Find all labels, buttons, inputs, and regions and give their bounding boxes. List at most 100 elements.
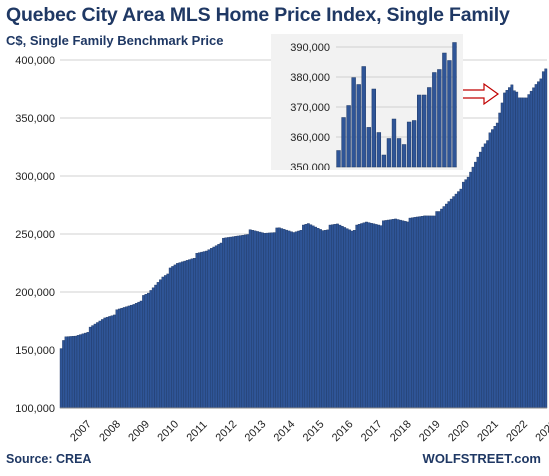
- main-bar: [394, 218, 397, 409]
- main-bar: [207, 249, 211, 409]
- inset-bar: [406, 121, 412, 168]
- inset-bar: [346, 105, 351, 168]
- main-x-tick-label: 2016: [330, 418, 356, 444]
- main-bar: [367, 222, 371, 409]
- main-bar: [171, 266, 175, 409]
- main-bar: [464, 179, 468, 409]
- main-bar: [84, 332, 87, 409]
- main-bar: [142, 295, 146, 409]
- main-bar: [517, 97, 521, 409]
- inset-y-tick-label: 360,000: [290, 132, 330, 144]
- main-bar: [226, 237, 230, 409]
- main-bar: [396, 219, 400, 409]
- inset-bar: [437, 69, 442, 168]
- inset-y-tick-label: 350,000: [290, 162, 330, 170]
- inset-bars: [336, 42, 457, 168]
- main-bar: [331, 224, 334, 409]
- main-x-tick-label: 2011: [184, 419, 209, 444]
- main-bar: [168, 267, 172, 409]
- main-bar: [64, 336, 68, 409]
- main-x-tick-label: 2008: [97, 418, 123, 444]
- main-bar: [474, 161, 477, 409]
- main-bar: [377, 224, 381, 409]
- main-bar: [524, 97, 528, 409]
- main-bar: [323, 230, 327, 409]
- main-bar: [273, 232, 276, 409]
- main-bar: [326, 229, 330, 409]
- main-bar: [147, 292, 150, 409]
- main-y-tick-label: 250,000: [15, 229, 55, 241]
- main-x-tick-label: 2014: [272, 418, 298, 444]
- inset-bar: [411, 120, 417, 168]
- main-bar: [445, 203, 448, 409]
- main-bar: [430, 215, 434, 409]
- main-bar: [159, 279, 162, 409]
- main-x-tick-label: 2009: [126, 418, 152, 444]
- main-bar: [246, 234, 250, 409]
- inset-gridlines: [336, 46, 457, 168]
- main-y-axis-labels: 100,000 150,000 200,000 250,000 300,000 350,0…: [15, 55, 55, 415]
- main-y-tick-label: 400,000: [15, 55, 55, 67]
- main-bar: [256, 231, 259, 409]
- main-bar: [365, 221, 368, 409]
- main-bar: [161, 276, 165, 409]
- main-bar: [98, 320, 102, 409]
- main-bar: [132, 304, 136, 409]
- main-bar: [379, 225, 383, 409]
- main-bar: [59, 348, 63, 409]
- main-bar: [372, 223, 376, 409]
- main-bar: [476, 156, 480, 409]
- main-bar: [195, 253, 199, 409]
- inset-bar: [351, 77, 356, 168]
- main-bar: [304, 224, 308, 409]
- main-bar: [338, 224, 342, 409]
- main-bar: [185, 260, 189, 409]
- inset-bar: [422, 94, 427, 168]
- main-bar: [79, 334, 83, 409]
- main-bar: [231, 236, 235, 409]
- main-bar: [302, 224, 305, 409]
- main-bar: [500, 102, 504, 409]
- main-bar: [229, 236, 233, 409]
- main-bar: [491, 129, 494, 409]
- main-bar: [471, 166, 475, 409]
- inset-bar: [386, 138, 392, 168]
- main-bar: [449, 198, 453, 409]
- main-bar: [348, 229, 351, 409]
- main-bar: [173, 264, 177, 409]
- main-bar: [466, 176, 470, 409]
- main-bar: [183, 260, 187, 409]
- inset-bar: [361, 66, 366, 168]
- main-y-tick-label: 350,000: [15, 113, 55, 125]
- main-bar: [391, 219, 395, 409]
- main-x-tick-label: 2015: [301, 418, 327, 444]
- main-bar: [413, 217, 417, 409]
- main-bar: [360, 223, 364, 409]
- main-bar: [311, 225, 315, 409]
- main-bar: [481, 146, 485, 409]
- main-x-tick-label: 2007: [68, 418, 94, 444]
- inset-bar: [401, 144, 407, 168]
- main-bar: [243, 234, 247, 409]
- inset-y-tick-label: 390,000: [290, 42, 330, 54]
- main-bar: [108, 316, 112, 409]
- main-bar: [275, 227, 279, 409]
- main-x-tick-label: 2010: [155, 418, 181, 444]
- main-bar: [510, 84, 514, 409]
- main-y-tick-label: 200,000: [15, 287, 55, 299]
- main-bar: [234, 236, 238, 409]
- main-bar: [134, 303, 138, 409]
- main-bar: [532, 87, 536, 409]
- main-bar: [486, 140, 490, 409]
- main-bar: [151, 287, 155, 409]
- main-bar: [537, 81, 540, 409]
- inset-bar: [391, 118, 397, 168]
- main-bar: [539, 78, 543, 409]
- main-y-tick-label: 300,000: [15, 171, 55, 183]
- main-bar: [263, 233, 267, 409]
- main-bar: [403, 221, 407, 409]
- main-bar: [277, 227, 281, 409]
- source-note: Source: CREA: [6, 452, 92, 466]
- main-bar: [127, 305, 131, 409]
- main-bar: [411, 217, 414, 409]
